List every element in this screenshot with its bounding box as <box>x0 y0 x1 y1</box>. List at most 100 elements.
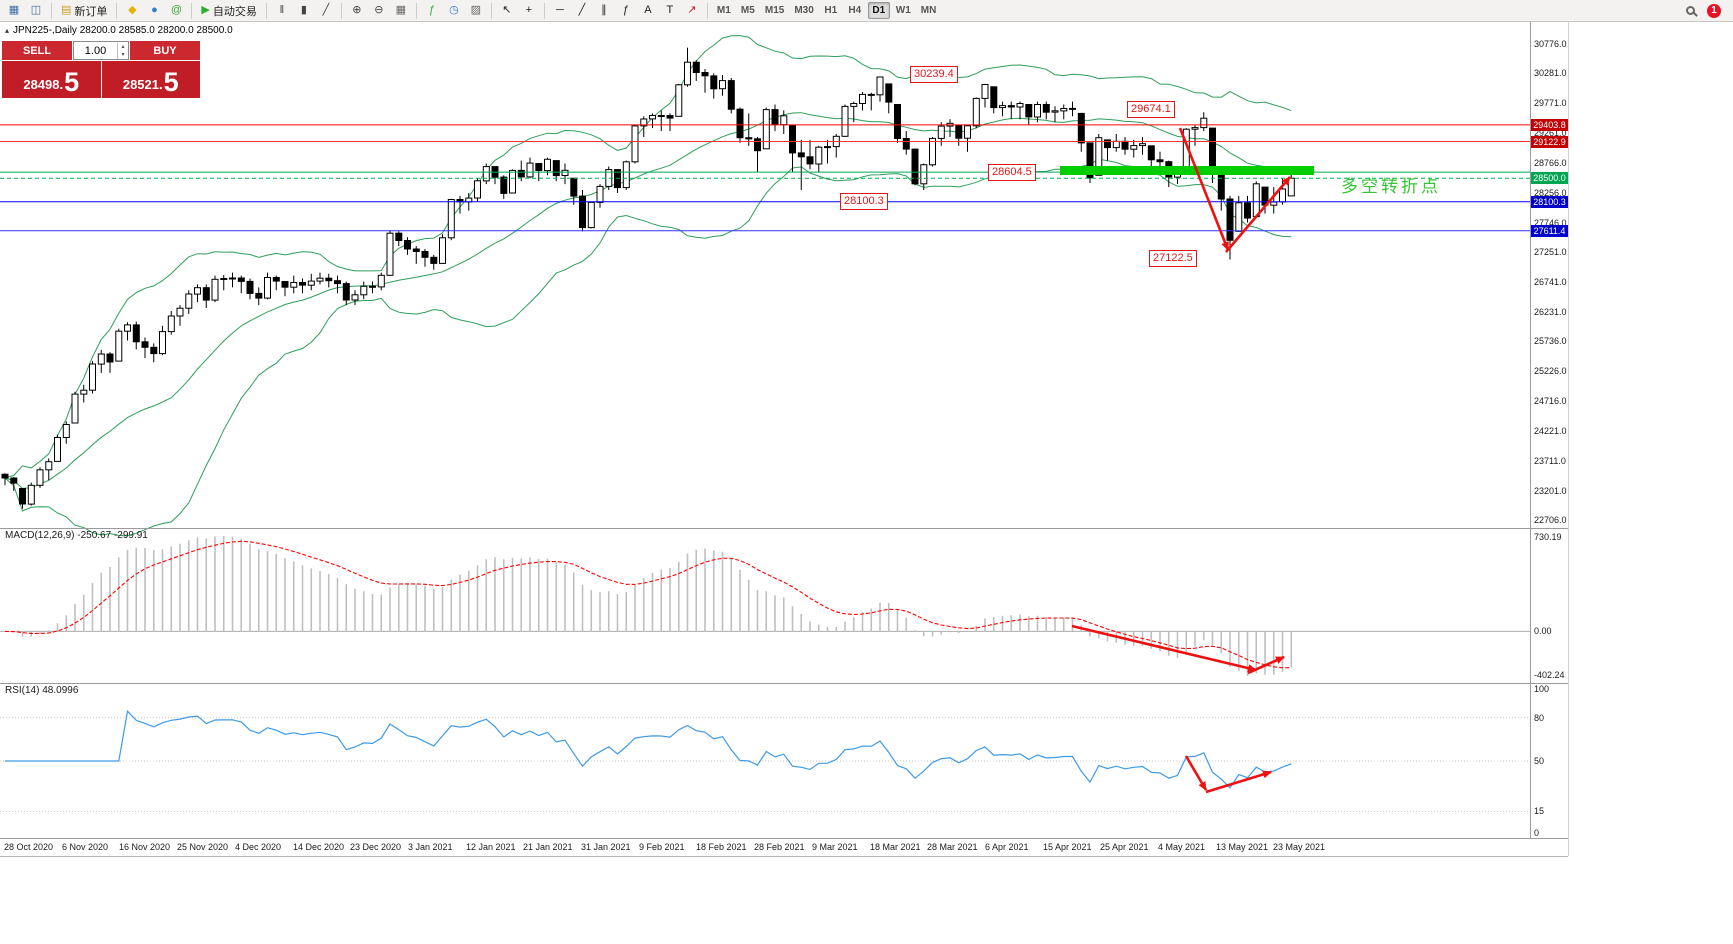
trend-arrow[interactable] <box>1205 770 1272 794</box>
chart-profiles-icon[interactable]: ◫ <box>26 2 46 20</box>
horizontal-line-icon[interactable]: ─ <box>550 2 570 20</box>
candles-layer <box>1 47 1295 509</box>
notification-badge[interactable]: 1 <box>1707 3 1721 18</box>
tile-windows-icon: ▦ <box>395 4 407 16</box>
rsi-axis-label: 80 <box>1534 713 1545 723</box>
volume-field[interactable]: 1.00 ▴ ▾ <box>73 41 129 60</box>
price-axis-label: 24221.0 <box>1534 426 1567 436</box>
channel-icon[interactable]: ∥ <box>594 2 614 20</box>
chart-bars-icon[interactable]: ‖ <box>272 2 292 20</box>
horizontal-line-icon: ─ <box>555 4 564 16</box>
text-icon: A <box>644 4 652 16</box>
auto-trading-button[interactable]: ▶ 自动交易 <box>197 2 260 20</box>
toolbar-separator <box>415 2 417 19</box>
tab-timeframe-m1[interactable]: M1 <box>716 5 731 16</box>
date-axis-label: 16 Nov 2020 <box>119 842 171 852</box>
date-axis-label: 25 Apr 2021 <box>1100 842 1149 852</box>
templates-icon[interactable]: ▨ <box>466 2 486 20</box>
new-order-button[interactable]: ▤ 新订单 <box>57 2 111 20</box>
toolbar-separator <box>116 2 118 19</box>
trend-arrow[interactable] <box>1247 655 1285 675</box>
chart-profiles-icon: ◫ <box>30 4 42 16</box>
volume-value[interactable]: 1.00 <box>84 44 107 57</box>
buy-button[interactable]: BUY <box>130 41 200 60</box>
date-axis-label: 23 Dec 2020 <box>350 842 402 852</box>
tab-timeframe-d1[interactable]: D1 <box>867 2 890 19</box>
zoom-in-icon: ⊕ <box>352 4 362 16</box>
zoom-in-icon[interactable]: ⊕ <box>347 2 367 20</box>
tile-windows-icon[interactable]: ▦ <box>391 2 411 20</box>
price-axis-label: 29771.0 <box>1534 98 1567 108</box>
crosshair-icon[interactable]: + <box>519 2 539 20</box>
indicators-icon[interactable]: ƒ <box>422 2 442 20</box>
rsi-axis-label: 100 <box>1534 684 1550 694</box>
bid-price-main: 28498 <box>23 77 60 92</box>
trend-arrow[interactable] <box>1225 176 1291 253</box>
tab-timeframe-w1[interactable]: W1 <box>895 5 911 16</box>
price-axis-label: 22706.0 <box>1534 515 1567 525</box>
zoom-out-icon[interactable]: ⊖ <box>369 2 389 20</box>
tab-timeframe-mn[interactable]: MN <box>920 5 937 16</box>
support-zone-rect[interactable] <box>1060 166 1314 175</box>
community-icon[interactable]: @ <box>166 2 186 20</box>
arrows-icon[interactable]: ↗ <box>682 2 702 20</box>
price-axis-label: 28766.0 <box>1534 158 1567 168</box>
community-icon: @ <box>170 4 182 16</box>
indicator-panes <box>0 22 1569 857</box>
new-order-button-label: 新订单 <box>74 5 108 18</box>
chart-line-icon[interactable]: ╱ <box>316 2 336 20</box>
tab-timeframe-m30[interactable]: M30 <box>794 5 814 16</box>
buy-price-button[interactable]: 28521. 5 <box>101 61 200 98</box>
macd-axis-label: 730.19 <box>1534 532 1562 542</box>
text-icon[interactable]: A <box>638 2 658 20</box>
deposit-icon[interactable]: ◆ <box>122 2 142 20</box>
date-axis-label: 4 May 2021 <box>1158 842 1206 852</box>
date-axis-label: 6 Apr 2021 <box>985 842 1029 852</box>
deposit-icon: ◆ <box>128 4 137 16</box>
tab-timeframe-m5[interactable]: M5 <box>740 5 755 16</box>
trend-arrow[interactable] <box>1071 624 1257 673</box>
turning-point-note[interactable]: 多空转折点 <box>1341 177 1441 196</box>
date-axis-label: 6 Nov 2020 <box>62 842 109 852</box>
chart-candles-icon[interactable]: ▮ <box>294 2 314 20</box>
date-axis-label: 28 Feb 2021 <box>754 842 805 852</box>
toolbar-separator <box>340 2 342 19</box>
price-axis-label: 30281.0 <box>1534 68 1567 78</box>
sell-button[interactable]: SELL <box>2 41 72 60</box>
toolbar-separator <box>191 2 193 19</box>
tab-timeframe-m15[interactable]: M15 <box>764 5 785 16</box>
templates-icon: ▨ <box>470 4 482 16</box>
price-annotation[interactable]: 28604.5 <box>988 164 1036 181</box>
tab-timeframe-h1[interactable]: H1 <box>824 5 838 16</box>
price-axis-label: 26231.0 <box>1534 307 1567 317</box>
price-annotation[interactable]: 30239.4 <box>910 66 958 83</box>
date-axis-label: 3 Jan 2021 <box>408 842 453 852</box>
price-annotation[interactable]: 29674.1 <box>1127 101 1175 118</box>
sell-price-button[interactable]: 28498. 5 <box>2 61 101 98</box>
search-icon[interactable] <box>1686 6 1695 15</box>
chart-symbol-title: ▴ JPN225-,Daily 28200.0 28585.0 28200.0 … <box>5 25 233 36</box>
volume-up-icon[interactable]: ▴ <box>121 43 125 50</box>
fibonacci-icon[interactable]: ƒ <box>616 2 636 20</box>
label-icon[interactable]: T <box>660 2 680 20</box>
price-annotation[interactable]: 28100.3 <box>840 193 888 210</box>
chart-objects[interactable] <box>0 124 1530 794</box>
trend-arrow[interactable] <box>1178 127 1230 251</box>
price-annotation[interactable]: 27122.5 <box>1149 250 1197 267</box>
cursor-icon[interactable]: ↖ <box>497 2 517 20</box>
tab-timeframe-h4[interactable]: H4 <box>848 5 862 16</box>
periods-icon[interactable]: ◷ <box>444 2 464 20</box>
date-axis-label: 31 Jan 2021 <box>581 842 631 852</box>
symbol-marker-icon: ▴ <box>5 26 10 35</box>
new-chart-icon[interactable]: ▦ <box>4 2 24 20</box>
price-tag: 27611.4 <box>1531 225 1568 237</box>
trend-arrow[interactable] <box>1184 755 1208 791</box>
date-axis-label: 21 Jan 2021 <box>523 842 573 852</box>
volume-down-icon[interactable]: ▾ <box>121 51 125 58</box>
rsi-axis-label: 50 <box>1534 756 1545 766</box>
trendline-icon[interactable]: ╱ <box>572 2 592 20</box>
main-toolbar: ▦ ◫ ▤ 新订单 ◆ ● @ ▶ 自动交易 ‖ ▮ ╱ ⊕ ⊖ ▦ ƒ ◷ ▨ ↖ + ─ ╱ ∥ ƒ A T ↗ M1 M5 M15 M… <box>0 0 1733 22</box>
accounts-icon[interactable]: ● <box>144 2 164 20</box>
